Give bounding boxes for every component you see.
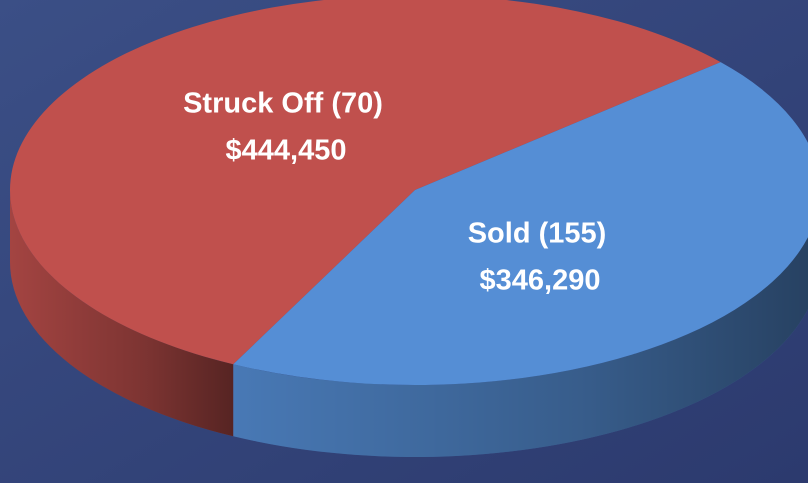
slice-side-shade — [233, 237, 808, 457]
labels: Struck Off (70) $444,450 Sold (155) $346,29… — [183, 88, 606, 297]
slice-side-group — [10, 190, 234, 437]
slice-value-label: $346,290 — [480, 265, 601, 297]
slice-side-group — [233, 237, 808, 457]
slice-side-shade — [10, 190, 234, 437]
slice-value-label: $444,450 — [226, 135, 347, 167]
pie-tops — [10, 0, 808, 385]
slice — [10, 0, 721, 365]
slice-label: Sold (155) — [468, 218, 607, 250]
slice — [233, 62, 808, 385]
pie-sides — [10, 190, 808, 457]
slice-label: Struck Off (70) — [183, 88, 383, 120]
